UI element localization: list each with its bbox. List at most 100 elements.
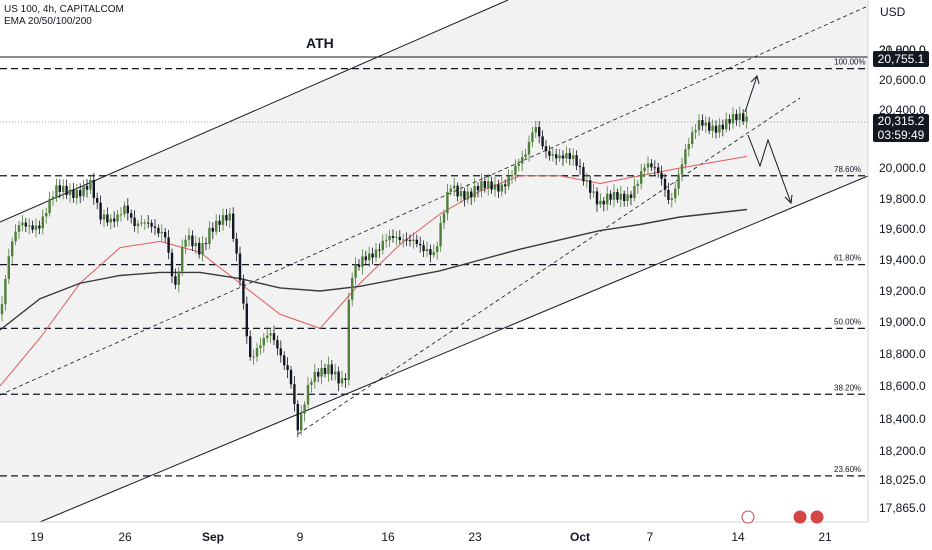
candle-body: [289, 369, 293, 385]
price-tick: 18,200.0: [879, 444, 926, 458]
candle-body: [687, 144, 690, 150]
candle-body: [99, 202, 102, 220]
candle-body: [473, 185, 476, 198]
candle-body: [493, 184, 497, 190]
down-arrow-head: [784, 194, 793, 205]
fib-label: 100.00%: [834, 58, 866, 67]
candle-body: [177, 271, 180, 285]
candle-body: [31, 225, 34, 230]
channel-lower: [39, 175, 868, 522]
candle-body: [371, 253, 374, 258]
price-tick: 20,600.0: [879, 73, 926, 87]
candle-body: [347, 299, 350, 380]
candle-body: [55, 185, 58, 197]
candle-body: [398, 236, 401, 241]
candle-body: [531, 132, 534, 142]
candle-body: [599, 200, 602, 205]
candle-body: [626, 194, 629, 202]
candle-body: [28, 225, 31, 227]
candle-body: [266, 335, 269, 339]
candle-body: [436, 246, 439, 253]
time-tick: 7: [647, 530, 654, 544]
candle-body: [303, 404, 306, 414]
candle-body: [442, 213, 446, 224]
candle-body: [572, 155, 575, 159]
candle-body: [439, 223, 442, 247]
price-tick: 17,865.0: [879, 501, 926, 515]
candle-body: [245, 303, 248, 337]
candle-body: [487, 181, 490, 188]
candle-body: [228, 213, 231, 221]
fib-label: 78.60%: [834, 165, 861, 174]
candle-body: [357, 264, 361, 267]
candle-body: [279, 348, 282, 356]
candle-body: [718, 124, 721, 133]
candle-body: [14, 231, 17, 242]
candle-body: [225, 215, 228, 221]
candle-body: [653, 167, 656, 169]
fib-levels: 100.00% 78.60% 61.80% 50.00% 38.20% 23.60%: [0, 58, 868, 477]
candle-body: [561, 155, 565, 159]
candle-body: [633, 186, 636, 198]
candle-body: [405, 239, 408, 241]
candle-body: [286, 365, 289, 370]
candle-body: [45, 213, 48, 217]
candle-body: [58, 185, 61, 193]
time-tick: Oct: [570, 530, 590, 544]
candle-body: [4, 278, 7, 305]
candle-body: [701, 120, 704, 126]
candle-body: [548, 151, 551, 156]
candle-body: [7, 256, 10, 279]
candle-body: [589, 180, 592, 193]
projection-arrows: [744, 75, 793, 205]
candle-body: [327, 364, 330, 375]
candle-body: [551, 154, 554, 156]
candle-body: [147, 222, 150, 224]
candle-body: [684, 149, 687, 165]
time-tick: 23: [468, 530, 482, 544]
down-arrow: [747, 134, 792, 204]
candle-body: [85, 185, 89, 190]
ath-annotation: ATH: [306, 35, 334, 51]
candle-body: [568, 153, 571, 159]
currency-label[interactable]: USD: [880, 5, 906, 19]
indicator-label[interactable]: EMA 20/50/100/200: [4, 16, 92, 27]
candle-body: [24, 222, 27, 227]
time-axis: 19 26 Sep 9 16 23 Oct 7 14 21: [30, 530, 832, 544]
candle-body: [538, 127, 541, 137]
candle-body: [252, 356, 255, 358]
candle-body: [521, 157, 524, 164]
candle-body: [41, 216, 44, 229]
candle-body: [517, 163, 520, 166]
candle-body: [174, 276, 177, 285]
candle-body: [194, 242, 197, 247]
candle-body: [606, 193, 609, 205]
candle-body: [558, 155, 561, 159]
candle-body: [565, 153, 568, 159]
candle-body: [585, 180, 588, 182]
event-icons: [741, 510, 824, 524]
candle-body: [272, 333, 276, 341]
candle-body: [320, 367, 323, 377]
candle-body: [89, 179, 92, 190]
fib-label: 61.80%: [834, 254, 861, 263]
candle-body: [578, 165, 582, 168]
candle-body: [704, 122, 707, 126]
candle-body: [680, 164, 684, 175]
price-tick: 20,400.0: [879, 103, 926, 117]
candle-body: [238, 253, 242, 281]
candle-body: [170, 252, 174, 277]
candle-body: [745, 116, 748, 122]
fib-label: 38.20%: [834, 383, 861, 392]
candle-body: [187, 235, 191, 240]
candle-body: [714, 125, 718, 133]
channel-upper: [0, 0, 509, 223]
candle-body: [259, 345, 262, 349]
candle-body: [123, 205, 126, 215]
lightning-icon: [741, 510, 755, 524]
time-tick: 9: [297, 530, 304, 544]
flag-icon: [793, 510, 807, 524]
candle-body: [65, 185, 68, 196]
candle-body: [221, 215, 225, 225]
candle-body: [337, 371, 340, 384]
